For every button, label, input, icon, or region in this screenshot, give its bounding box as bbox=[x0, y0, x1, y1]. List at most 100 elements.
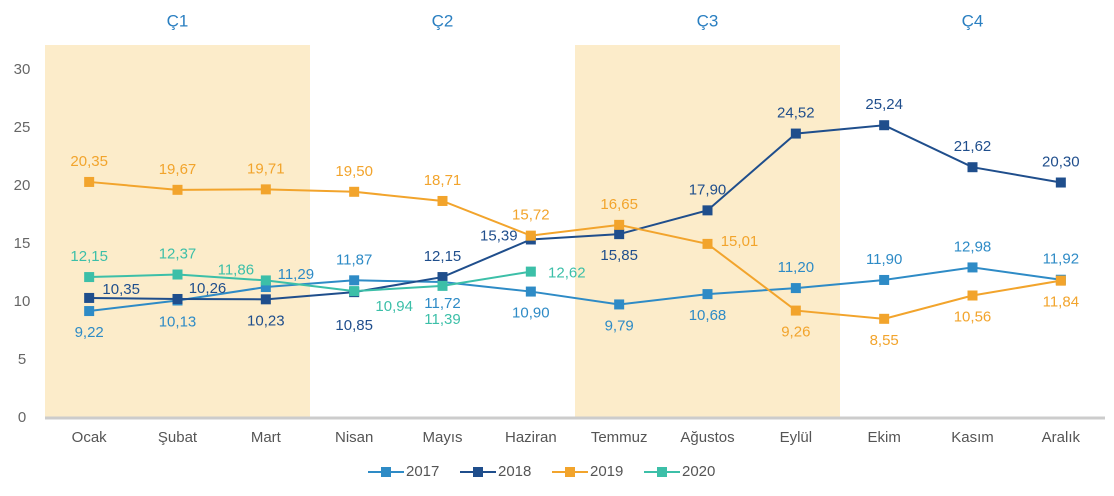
value-label: 10,85 bbox=[335, 317, 373, 334]
legend-label: 2018 bbox=[498, 463, 531, 480]
point bbox=[172, 269, 183, 280]
point bbox=[260, 282, 271, 293]
value-label: 11,87 bbox=[336, 251, 372, 268]
point bbox=[349, 186, 360, 197]
point bbox=[967, 262, 978, 273]
legend-label: 2019 bbox=[590, 463, 623, 480]
point bbox=[525, 266, 536, 277]
value-label: 11,39 bbox=[424, 311, 460, 328]
point bbox=[437, 280, 448, 291]
point bbox=[260, 184, 271, 195]
value-label: 11,29 bbox=[278, 266, 314, 283]
point bbox=[84, 306, 95, 317]
value-label: 16,65 bbox=[600, 196, 638, 213]
x-tick-label: Mayıs bbox=[422, 429, 462, 446]
point bbox=[702, 238, 713, 249]
point bbox=[702, 205, 713, 216]
value-label: 10,68 bbox=[689, 307, 727, 324]
y-tick-label: 30 bbox=[14, 61, 31, 78]
point bbox=[172, 293, 183, 304]
quarter-shade bbox=[45, 45, 310, 418]
x-tick-label: Ocak bbox=[72, 429, 108, 446]
point bbox=[879, 120, 890, 131]
x-tick-label: Haziran bbox=[505, 429, 557, 446]
point bbox=[879, 274, 890, 285]
point bbox=[879, 313, 890, 324]
point bbox=[790, 283, 801, 294]
value-label: 11,72 bbox=[424, 295, 460, 312]
point bbox=[790, 128, 801, 139]
legend-marker bbox=[473, 467, 483, 477]
point bbox=[349, 286, 360, 297]
value-label: 24,52 bbox=[777, 105, 815, 122]
x-tick-label: Ağustos bbox=[680, 429, 734, 446]
value-label: 19,50 bbox=[335, 163, 373, 180]
point bbox=[349, 275, 360, 286]
value-label: 10,90 bbox=[512, 305, 550, 322]
x-tick-label: Eylül bbox=[780, 429, 813, 446]
point bbox=[525, 286, 536, 297]
x-tick-label: Temmuz bbox=[591, 429, 648, 446]
value-label: 8,55 bbox=[870, 332, 899, 349]
value-label: 11,20 bbox=[778, 259, 814, 276]
point bbox=[614, 219, 625, 230]
value-label: 15,85 bbox=[600, 247, 638, 264]
x-tick-label: Ekim bbox=[867, 429, 900, 446]
value-label: 19,67 bbox=[159, 161, 197, 178]
series-line bbox=[89, 270, 531, 293]
series-line bbox=[89, 180, 1061, 320]
point bbox=[1055, 275, 1066, 286]
value-label: 15,01 bbox=[721, 233, 759, 250]
value-label: 12,98 bbox=[954, 238, 992, 255]
quarter-label: Ç3 bbox=[697, 11, 719, 30]
value-label: 9,79 bbox=[605, 317, 634, 334]
value-label: 20,35 bbox=[70, 153, 108, 170]
y-tick-label: 10 bbox=[14, 293, 31, 310]
point bbox=[967, 162, 978, 173]
value-label: 12,15 bbox=[424, 248, 462, 265]
point bbox=[437, 272, 448, 283]
y-tick-label: 0 bbox=[18, 409, 26, 426]
point bbox=[260, 294, 271, 305]
value-label: 17,90 bbox=[689, 181, 727, 198]
value-label: 10,26 bbox=[189, 280, 227, 297]
value-label: 9,22 bbox=[75, 324, 104, 341]
value-label: 15,39 bbox=[480, 227, 518, 244]
value-label: 10,23 bbox=[247, 312, 285, 329]
value-label: 19,71 bbox=[247, 160, 285, 177]
point bbox=[84, 292, 95, 303]
point bbox=[525, 230, 536, 241]
legend-marker bbox=[381, 467, 391, 477]
legend-label: 2020 bbox=[682, 463, 715, 480]
value-label: 20,30 bbox=[1042, 153, 1080, 170]
y-tick-label: 20 bbox=[14, 177, 31, 194]
y-tick-label: 5 bbox=[18, 351, 26, 368]
point bbox=[614, 229, 625, 240]
quarter-label: Ç2 bbox=[432, 11, 454, 30]
legend-marker bbox=[657, 467, 667, 477]
value-label: 12,62 bbox=[548, 265, 586, 282]
value-label: 25,24 bbox=[865, 96, 903, 113]
point bbox=[84, 272, 95, 283]
x-tick-label: Aralık bbox=[1042, 429, 1081, 446]
x-tick-label: Şubat bbox=[158, 429, 198, 446]
value-label: 12,15 bbox=[70, 248, 108, 265]
value-label: 10,56 bbox=[954, 308, 992, 325]
value-label: 10,35 bbox=[102, 281, 140, 298]
value-label: 10,94 bbox=[375, 298, 413, 315]
quarter-label: Ç4 bbox=[962, 11, 984, 30]
series-line bbox=[89, 266, 1061, 313]
point bbox=[790, 305, 801, 316]
legend-label: 2017 bbox=[406, 463, 439, 480]
value-label: 12,37 bbox=[159, 245, 197, 262]
value-label: 18,71 bbox=[424, 172, 462, 189]
point bbox=[84, 176, 95, 187]
point bbox=[172, 184, 183, 195]
x-tick-label: Kasım bbox=[951, 429, 994, 446]
value-label: 11,84 bbox=[1043, 294, 1079, 311]
point bbox=[967, 290, 978, 301]
value-label: 11,90 bbox=[866, 251, 902, 268]
y-tick-label: 15 bbox=[14, 235, 31, 252]
value-label: 10,13 bbox=[159, 313, 197, 330]
